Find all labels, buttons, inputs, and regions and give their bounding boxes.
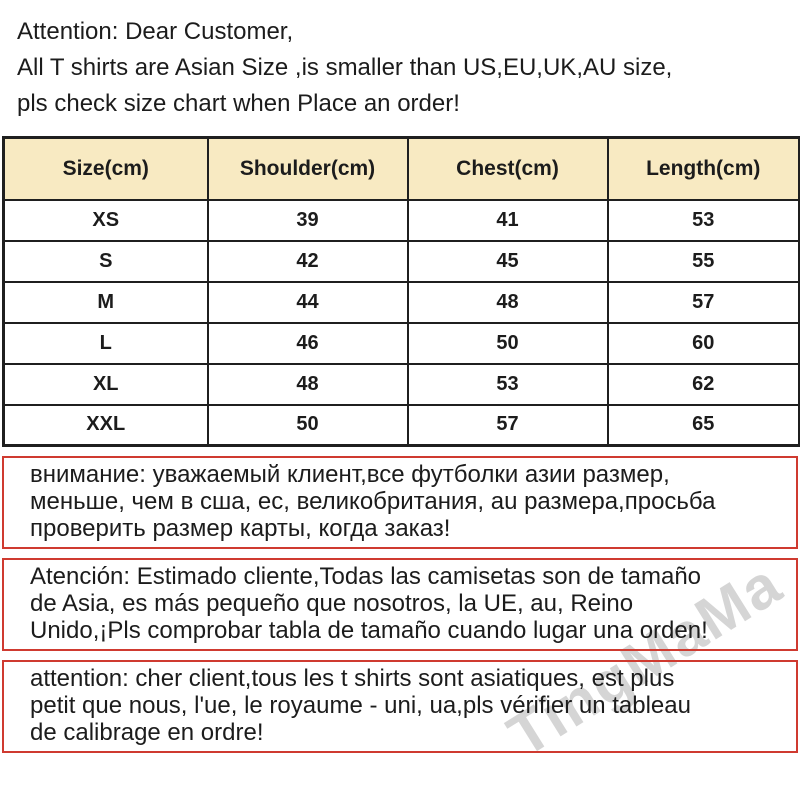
table-cell: 50 [206, 403, 409, 447]
table-row-xxl: XXL 50 57 65 [2, 403, 800, 447]
notice-line: petit que nous, l'ue, le royaume - uni, … [30, 692, 691, 719]
table-cell: 48 [206, 362, 409, 406]
intro-note: Attention: Dear Customer, All T shirts a… [0, 0, 800, 122]
table-cell: 46 [206, 321, 409, 365]
table-row-xs: XS 39 41 53 [2, 198, 800, 242]
intro-line-3: pls check size chart when Place an order… [17, 90, 460, 117]
table-cell: 42 [206, 239, 409, 283]
table-cell: XS [2, 198, 209, 242]
intro-line-1: Attention: Dear Customer, [17, 18, 294, 45]
table-cell: S [2, 239, 209, 283]
table-cell: 39 [206, 198, 409, 242]
table-row-s: S 42 45 55 [2, 239, 800, 283]
table-cell: 55 [606, 239, 800, 283]
notice-french: attention: cher client,tous les t shirts… [2, 660, 798, 753]
table-cell: 50 [406, 321, 609, 365]
table-cell: 53 [406, 362, 609, 406]
size-chart-table: Size(cm) Shoulder(cm) Chest(cm) Length(c… [2, 136, 800, 447]
table-cell: L [2, 321, 209, 365]
table-row-xl: XL 48 53 62 [2, 362, 800, 406]
notice-line: de Asia, es más pequeño que nosotros, la… [30, 590, 634, 617]
table-cell: 65 [606, 403, 800, 447]
table-cell: 60 [606, 321, 800, 365]
notice-spanish: Atención: Estimado cliente,Todas las cam… [2, 558, 798, 651]
table-header-row: Size(cm) Shoulder(cm) Chest(cm) Length(c… [2, 136, 800, 201]
header-cell-length: Length(cm) [606, 136, 800, 201]
table-cell: 44 [206, 280, 409, 324]
table-cell: 45 [406, 239, 609, 283]
intro-line-2: All T shirts are Asian Size ,is smaller … [17, 54, 673, 81]
header-cell-size: Size(cm) [2, 136, 209, 201]
table-cell: 62 [606, 362, 800, 406]
header-cell-shoulder: Shoulder(cm) [206, 136, 409, 201]
notice-line: Atención: Estimado cliente,Todas las cam… [30, 563, 702, 590]
table-row-m: M 44 48 57 [2, 280, 800, 324]
table-row-l: L 46 50 60 [2, 321, 800, 365]
notice-line: Unido,¡Pls comprobar tabla de tamaño cua… [30, 617, 708, 644]
table-cell: 48 [406, 280, 609, 324]
header-cell-chest: Chest(cm) [406, 136, 609, 201]
table-cell: 57 [406, 403, 609, 447]
table-cell: 57 [606, 280, 800, 324]
table-cell: 41 [406, 198, 609, 242]
table-cell: XL [2, 362, 209, 406]
table-cell: M [2, 280, 209, 324]
notice-line: внимание: уважаемый клиент,все футболки … [30, 461, 670, 488]
notice-line: меньше, чем в сша, ес, великобритания, a… [30, 488, 716, 515]
notice-line: de calibrage en ordre! [30, 719, 264, 746]
notice-line: проверить размер карты, когда заказ! [30, 515, 451, 542]
notice-russian: внимание: уважаемый клиент,все футболки … [2, 456, 798, 549]
notice-line: attention: cher client,tous les t shirts… [30, 665, 675, 692]
table-cell: 53 [606, 198, 800, 242]
table-cell: XXL [2, 403, 209, 447]
